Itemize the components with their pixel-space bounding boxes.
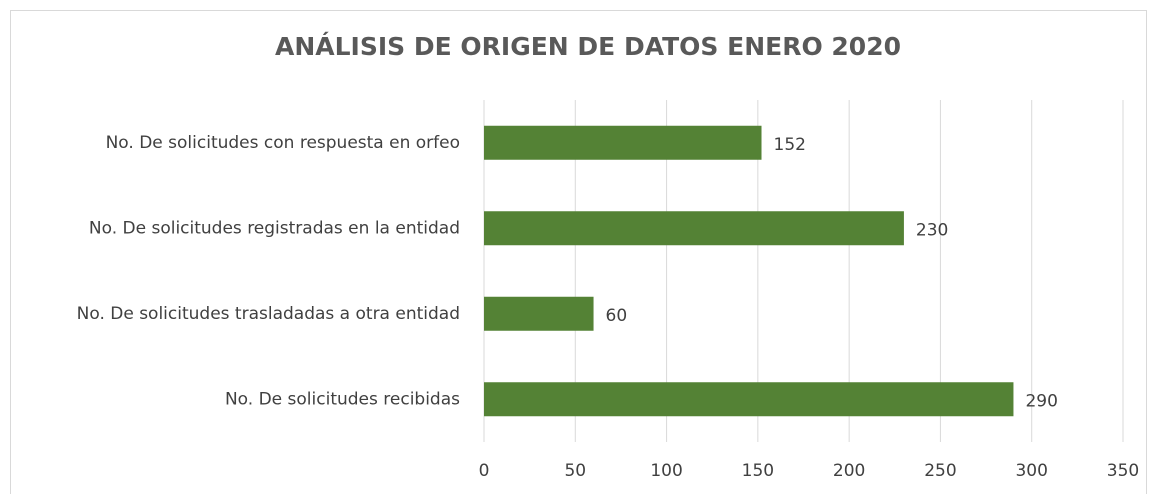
bar bbox=[484, 125, 762, 160]
y-tick-label: No. De solicitudes recibidas bbox=[225, 389, 460, 409]
bar bbox=[484, 211, 904, 246]
y-tick-label: No. De solicitudes con respuesta en orfe… bbox=[106, 133, 460, 153]
bar bbox=[484, 296, 594, 331]
y-tick-label: No. De solicitudes registradas en la ent… bbox=[89, 218, 460, 238]
bar bbox=[484, 382, 1014, 417]
x-tick-label: 350 bbox=[1107, 461, 1139, 481]
x-tick-label: 300 bbox=[1015, 461, 1047, 481]
y-tick-label: No. De solicitudes trasladadas a otra en… bbox=[77, 304, 460, 324]
data-label: 230 bbox=[916, 220, 948, 240]
x-tick-label: 50 bbox=[564, 461, 586, 481]
chart-border bbox=[10, 10, 1147, 494]
data-label: 152 bbox=[774, 135, 806, 155]
x-tick-label: 200 bbox=[833, 461, 865, 481]
x-tick-label: 0 bbox=[479, 461, 490, 481]
x-tick-label: 250 bbox=[924, 461, 956, 481]
data-label: 290 bbox=[1025, 391, 1057, 411]
chart-title: ANÁLISIS DE ORIGEN DE DATOS ENERO 2020 bbox=[275, 32, 901, 61]
x-tick-label: 100 bbox=[650, 461, 682, 481]
x-tick-label: 150 bbox=[742, 461, 774, 481]
data-label: 60 bbox=[606, 306, 628, 326]
